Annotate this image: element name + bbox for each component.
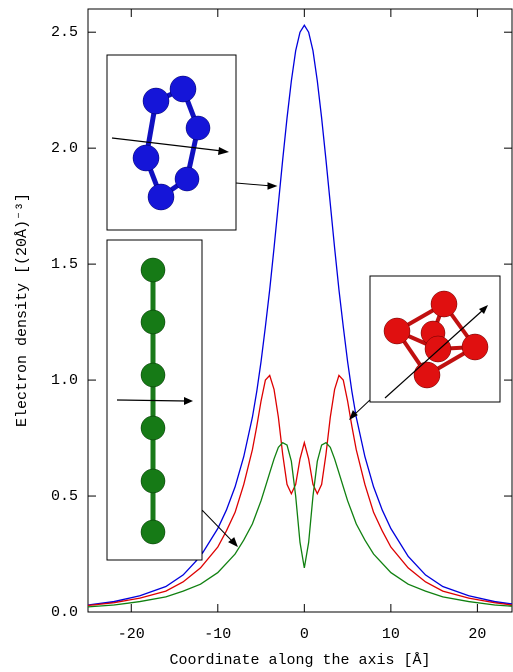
curves — [87, 23, 513, 608]
inset-blue — [106, 54, 237, 231]
leader — [353, 397, 373, 416]
arrowhead — [479, 305, 488, 314]
inset-green — [106, 239, 203, 561]
atoms — [140, 257, 166, 545]
axis-arrow — [111, 137, 223, 152]
y-tick-label: 1.0 — [51, 372, 78, 389]
y-tick-label: 0.0 — [51, 604, 78, 621]
series-line — [87, 23, 513, 606]
series-line — [87, 374, 513, 607]
y-tick-label: 0.5 — [51, 488, 78, 505]
arrowhead — [267, 182, 278, 190]
plot-frame — [87, 8, 513, 613]
arrowhead — [218, 147, 229, 155]
arrowhead — [349, 410, 358, 421]
axis-arrow — [116, 399, 187, 402]
arrowhead — [228, 537, 238, 548]
leader — [235, 182, 273, 187]
atoms — [383, 290, 489, 389]
x-tick-label: 0 — [300, 626, 309, 643]
y-axis-label: Electron density [(20Å)⁻³] — [14, 193, 31, 427]
series-line — [87, 441, 513, 608]
y-tick-label: 1.5 — [51, 256, 78, 273]
y-tick-label: 2.5 — [51, 24, 78, 41]
inset-red — [369, 275, 501, 403]
y-tick-label: 2.0 — [51, 140, 78, 157]
leader — [201, 509, 234, 543]
axis-arrow — [384, 309, 484, 399]
annotations — [201, 182, 373, 548]
x-axis-label: Coordinate along the axis [Å] — [169, 652, 430, 669]
x-tick-label: 20 — [468, 626, 486, 643]
x-tick-label: 10 — [382, 626, 400, 643]
atoms — [132, 75, 211, 211]
arrowhead — [184, 397, 193, 405]
x-tick-label: -20 — [118, 626, 145, 643]
x-tick-label: -10 — [204, 626, 231, 643]
